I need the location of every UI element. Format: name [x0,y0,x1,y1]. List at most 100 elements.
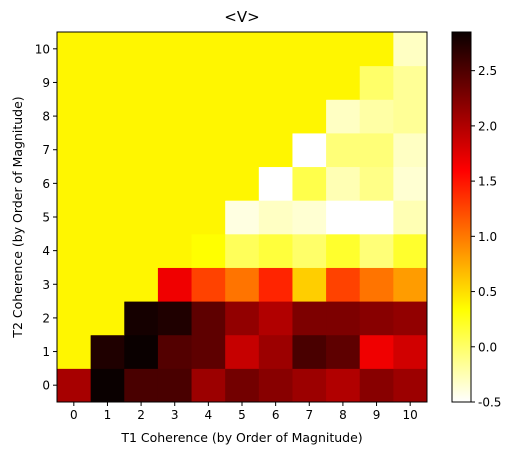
heatmap-cell [191,99,226,134]
y-tick-label: 0 [42,379,50,393]
heatmap-cell [225,267,260,302]
x-tick-label: 3 [171,408,179,422]
heatmap-cell [90,233,125,268]
heatmap-cell [292,200,327,235]
heatmap-cell [191,132,226,168]
heatmap-cell [225,301,260,336]
x-axis-label: T1 Coherence (by Order of Magnitude) [120,430,362,445]
heatmap-cell [225,65,260,100]
heatmap-cell [393,267,428,302]
heatmap-cell [359,200,394,235]
heatmap-cell [225,32,260,67]
heatmap-cell [225,166,260,201]
y-tick-label: 10 [35,42,50,56]
colorbar-tick-label: 1.0 [478,230,497,244]
heatmap-cell [326,166,361,201]
heatmap-cell [157,166,193,201]
y-tick-label: 4 [42,244,50,258]
x-tick-label: 4 [205,408,213,422]
heatmap-cell [359,233,394,268]
heatmap-cell [393,132,428,168]
chart-title: <V> [224,8,259,26]
y-tick-label: 6 [42,177,50,191]
colorbar-tick-label: -0.5 [478,396,501,410]
heatmap-cell [393,166,428,201]
heatmap-cell [292,32,327,67]
x-tick-label: 10 [403,408,418,422]
heatmap-cell [359,166,394,201]
heatmap-cell [326,301,361,336]
heatmap-cell [191,65,226,100]
heatmap-cell [393,32,428,67]
heatmap-cell [124,65,159,100]
heatmap-cell [57,368,92,403]
heatmap-cell [359,368,394,403]
x-tick-label: 9 [373,408,381,422]
heatmap-cell [393,233,428,268]
y-tick-label: 3 [42,278,50,292]
heatmap-cell [124,301,159,336]
heatmap-cell [157,233,193,268]
y-tick-label: 8 [42,110,50,124]
heatmap-cell [90,65,125,100]
heatmap-cell [326,32,361,67]
heatmap-cell [191,368,226,403]
y-tick-label: 5 [42,211,50,225]
heatmap-cell [90,334,125,369]
x-tick-label: 2 [137,408,145,422]
heatmap-cell [258,233,293,268]
heatmap-cell [359,334,394,369]
heatmap-cell [292,166,327,201]
heatmap-cell [191,267,226,302]
heatmap-cell [157,200,193,235]
heatmap-cell [57,132,92,168]
heatmap-cell [393,334,428,369]
heatmap-cell [292,301,327,336]
heatmap-cell [57,233,92,268]
heatmap-cell [225,132,260,168]
heatmap-cell [258,334,293,369]
heatmap-cell [393,200,428,235]
heatmap-cell [359,65,394,100]
heatmap-cell [258,166,293,201]
heatmap-cell [359,301,394,336]
heatmap-cell [292,99,327,134]
heatmap-cell [57,166,92,201]
heatmap-cell [124,200,159,235]
heatmap-cell [326,65,361,100]
colorbar-tick-label: 0.5 [478,285,497,299]
heatmap-cell [258,267,293,302]
heatmap-cell [124,233,159,268]
heatmap-cell [225,233,260,268]
colorbar-ticks: -0.5 0.0 0.5 1.0 1.5 2.0 2.5 [471,64,501,410]
heatmap-cell [359,32,394,67]
heatmap-cell [157,132,193,168]
heatmap-cell [124,267,159,302]
y-axis-label: T2 Coherence (by Order of Magnitude) [10,96,25,338]
heatmap-cell [292,334,327,369]
heatmap-cell [292,65,327,100]
heatmap-cell [258,99,293,134]
y-tick-label: 7 [42,143,50,157]
heatmap-cell [292,132,327,168]
heatmap-cell [326,233,361,268]
colorbar-tick-label: 2.0 [478,119,497,133]
heatmap-cell [57,301,92,336]
heatmap-cell [225,368,260,403]
colorbar-tick-label: 1.5 [478,175,497,189]
heatmap-cell [57,200,92,235]
heatmap-cell [359,267,394,302]
heatmap-cell [292,267,327,302]
heatmap-cell [326,334,361,369]
heatmap-cell [90,166,125,201]
heatmap-cell [393,301,428,336]
heatmap-cell [225,200,260,235]
heatmap-cell [258,301,293,336]
heatmap-cell [90,200,125,235]
heatmap-cell [90,301,125,336]
heatmap-cell [57,65,92,100]
heatmap-cell [191,32,226,67]
x-tick-label: 5 [238,408,246,422]
heatmap-cell [393,99,428,134]
